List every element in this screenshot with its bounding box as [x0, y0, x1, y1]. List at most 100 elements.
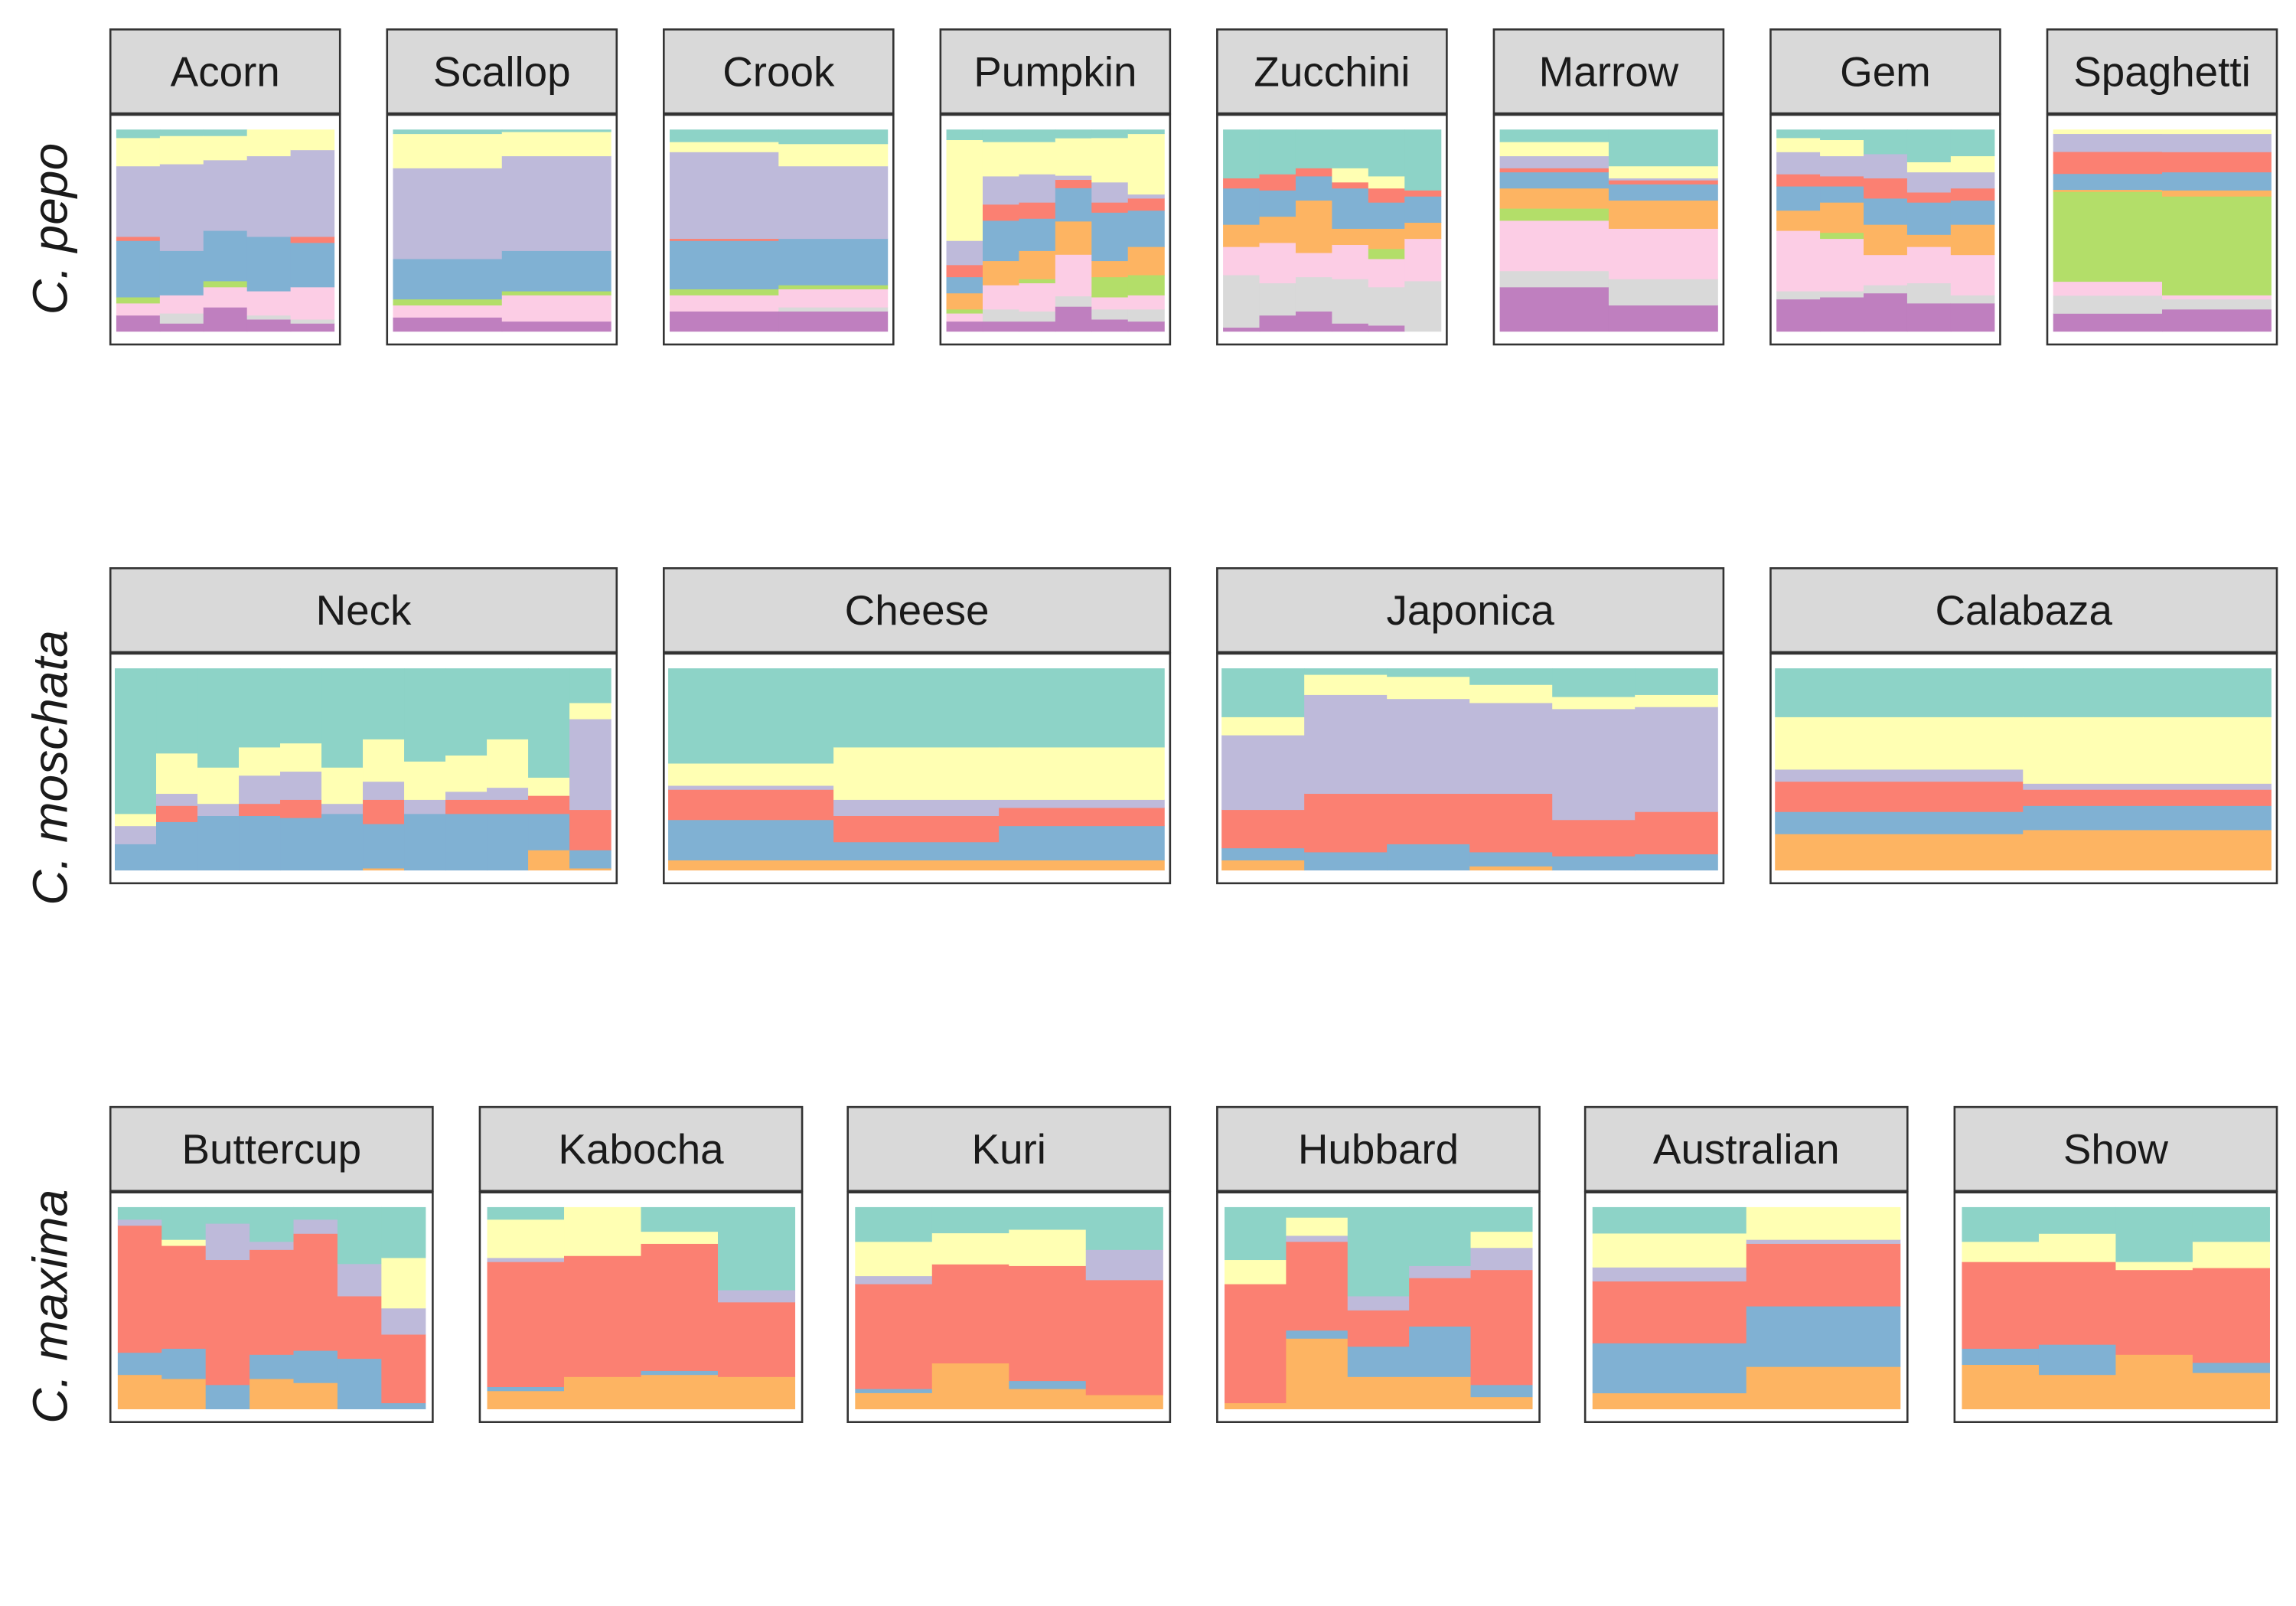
bar-segment — [246, 291, 292, 316]
bar-segment — [116, 302, 161, 316]
bar-segment — [1608, 180, 1718, 184]
bar-segment — [1470, 1231, 1533, 1249]
facet-title: Gem — [1840, 47, 1931, 95]
bar-segment — [203, 280, 248, 288]
bar-segment — [203, 230, 248, 282]
facet-title: Neck — [316, 586, 412, 634]
bar-segment — [1820, 296, 1864, 332]
bar-segment — [381, 1402, 426, 1409]
facet-title: Show — [2063, 1125, 2169, 1173]
bar-segment — [1608, 129, 1718, 167]
bar-segment — [1127, 129, 1165, 135]
bar-segment — [290, 149, 335, 237]
bar-segment — [1055, 306, 1092, 332]
bar-segment — [381, 1333, 426, 1404]
bar-segment — [1055, 138, 1092, 176]
bar-segment — [2162, 196, 2272, 295]
species-label: C. maxima — [22, 1190, 77, 1424]
bar-segment — [569, 809, 612, 850]
bar-segment — [1776, 152, 1821, 175]
facet-panel: Show — [1953, 1105, 2278, 1423]
bar-segment — [1962, 1241, 2040, 1262]
bar-segment — [1950, 188, 1995, 201]
bar-segment — [1552, 708, 1636, 821]
bar-segment — [1470, 1384, 1533, 1398]
bar-segment — [161, 1245, 207, 1349]
bar-segment — [1347, 1346, 1410, 1377]
bar-segment — [293, 1206, 338, 1220]
bar-segment — [280, 668, 322, 744]
bar-segment — [1091, 308, 1129, 320]
bar-segment — [1409, 1326, 1472, 1377]
bar-segment — [197, 668, 240, 768]
bar-segment — [1499, 220, 1609, 272]
bar-segment — [159, 323, 204, 332]
facet-strip — [109, 1105, 434, 1193]
bar-segment — [1820, 139, 1864, 157]
bar-segment — [1225, 1284, 1287, 1404]
facet-panel: Marrow — [1492, 28, 1725, 346]
facet-strip — [1216, 28, 1448, 115]
bar-segment — [337, 1295, 382, 1360]
bar-segment — [1127, 194, 1165, 199]
facet-strip — [478, 1105, 804, 1193]
bar-segment — [982, 204, 1020, 221]
bar-segment — [1225, 1206, 1287, 1261]
bar-segment — [1499, 171, 1609, 189]
bar-segment — [1404, 196, 1442, 224]
facet-strip — [109, 567, 618, 654]
bar-segment — [159, 135, 204, 165]
bar-segment — [203, 307, 248, 332]
bar-segment — [1091, 318, 1129, 332]
bar-segment — [1368, 175, 1405, 189]
bar-segment — [115, 825, 157, 844]
bar-segment — [1259, 216, 1296, 243]
bar-segment — [1347, 1295, 1410, 1311]
bar-segment — [1368, 286, 1405, 326]
bar-segment — [1332, 279, 1369, 324]
bar-segment — [1304, 694, 1388, 795]
bar-segment — [1499, 155, 1609, 168]
bar-segment — [1368, 188, 1405, 203]
bar-segment — [290, 323, 335, 332]
bar-segment — [2115, 1206, 2193, 1262]
bar-segment — [290, 286, 335, 320]
bar-segment — [670, 142, 779, 152]
bar-segment — [1552, 668, 1636, 697]
bar-segment — [1332, 168, 1369, 183]
bar-segment — [197, 803, 240, 817]
facet-panel: Pumpkin — [939, 28, 1172, 346]
bar-segment — [2023, 668, 2272, 717]
bar-segment — [1091, 296, 1129, 310]
bar-segment — [1469, 851, 1553, 867]
facet-panel: Crook — [663, 28, 895, 346]
bar-segment — [1608, 305, 1718, 332]
bar-segment — [946, 312, 983, 322]
bar-segment — [946, 321, 983, 332]
bar-segment — [501, 295, 612, 322]
bar-segment — [2192, 1267, 2270, 1363]
bar-segment — [1295, 129, 1332, 168]
bar-segment — [1470, 1269, 1533, 1386]
bar-segment — [1259, 174, 1296, 191]
bar-segment — [1776, 174, 1821, 187]
bar-segment — [1499, 129, 1609, 142]
bar-segment — [2162, 295, 2272, 300]
bar-segment — [1592, 1281, 1747, 1343]
bar-segment — [2053, 173, 2163, 191]
bar-segment — [670, 238, 779, 241]
bar-segment — [249, 1354, 295, 1379]
bar-segment — [2162, 308, 2272, 332]
bar-segment — [1009, 1389, 1087, 1409]
bar-segment — [159, 295, 204, 314]
bar-segment — [1820, 291, 1864, 298]
bar-segment — [1950, 155, 1995, 173]
bar-segment — [982, 260, 1020, 286]
bar-segment — [161, 1378, 207, 1409]
bar-segment — [1127, 133, 1165, 195]
bar-segment — [1368, 258, 1405, 288]
bar-segment — [1775, 781, 2024, 812]
facet-panel: Spaghetti — [2046, 28, 2278, 346]
bar-segment — [445, 813, 488, 871]
bar-segment — [116, 240, 161, 298]
